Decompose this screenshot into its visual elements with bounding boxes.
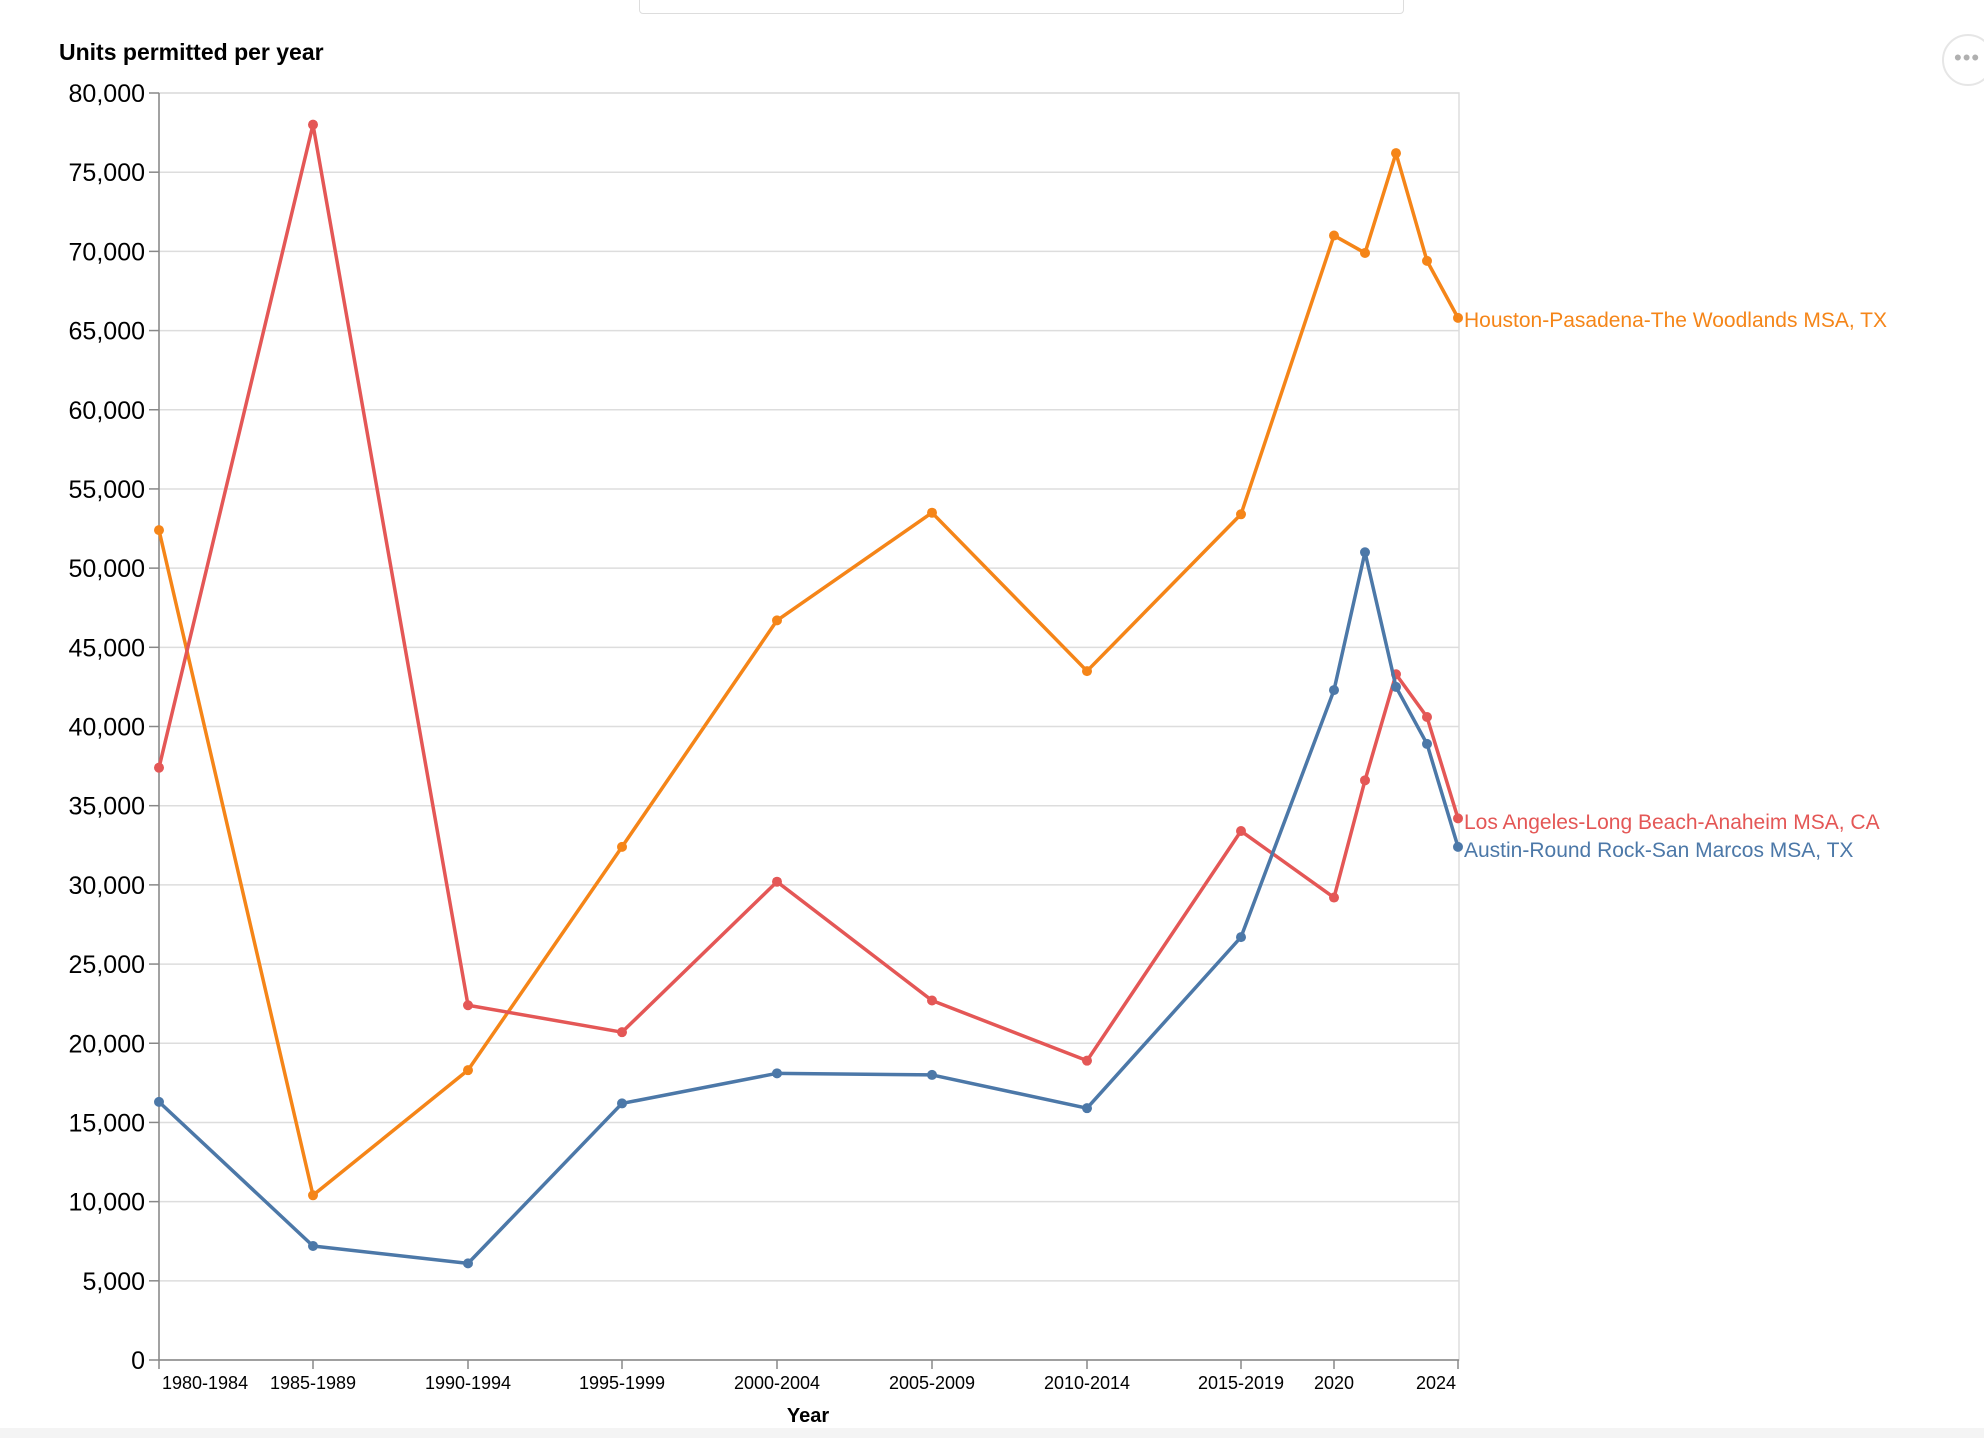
data-point	[1082, 1103, 1092, 1114]
y-tick-label: 65,000	[69, 318, 145, 346]
y-tick-label: 70,000	[69, 238, 145, 266]
data-point	[1236, 509, 1246, 520]
y-tick-label: 30,000	[69, 872, 145, 900]
data-point	[1422, 711, 1432, 722]
y-tick-label: 55,000	[69, 476, 145, 504]
x-tick-label: 2010-2014	[1044, 1373, 1130, 1393]
data-point	[1453, 312, 1463, 323]
data-point	[927, 995, 937, 1006]
data-point	[617, 1098, 627, 1109]
x-axis-title: Year	[787, 1405, 829, 1427]
y-tick-label: 40,000	[69, 714, 145, 742]
data-point	[1422, 255, 1432, 266]
x-tick-label: 1985-1989	[270, 1373, 356, 1393]
top-search-box[interactable]	[639, 0, 1404, 14]
y-axis: 0 5,000 10,000 15,000 20,000 25,000 30,000 35,0…	[69, 80, 160, 1375]
x-axis: 1980-1984 1985-1989 1990-1994 1995-1999 2000…	[158, 1359, 1459, 1393]
more-actions-button[interactable]: •••	[1942, 34, 1984, 86]
x-tick-label: 1990-1994	[425, 1373, 511, 1393]
data-point	[308, 1190, 318, 1201]
y-tick-label: 25,000	[69, 951, 145, 979]
data-point	[1391, 681, 1401, 692]
series-label: Los Angeles-Long Beach-Anaheim MSA, CA	[1464, 811, 1880, 834]
data-point	[1453, 813, 1463, 824]
data-point	[308, 119, 318, 130]
data-point	[772, 876, 782, 887]
data-point	[772, 615, 782, 626]
data-point	[1329, 230, 1339, 241]
x-tick-label: 2000-2004	[734, 1373, 820, 1393]
x-tick-label: 2020	[1314, 1373, 1354, 1393]
data-point	[1236, 932, 1246, 943]
series-lines	[154, 119, 1463, 1269]
data-point	[927, 1069, 937, 1080]
series-label: Houston-Pasadena-The Woodlands MSA, TX	[1464, 309, 1887, 332]
x-tick-label: 2024	[1416, 1373, 1456, 1393]
data-point	[617, 841, 627, 852]
data-point	[463, 1065, 473, 1076]
y-tick-label: 20,000	[69, 1030, 145, 1058]
data-point	[772, 1068, 782, 1079]
data-point	[1360, 247, 1370, 258]
data-point	[463, 1000, 473, 1011]
data-point	[1360, 775, 1370, 786]
y-tick-label: 75,000	[69, 159, 145, 187]
y-tick-label: 45,000	[69, 634, 145, 662]
data-point	[1391, 148, 1401, 159]
data-point	[463, 1258, 473, 1269]
y-tick-label: 10,000	[69, 1189, 145, 1217]
series-line	[157, 151, 1460, 1198]
y-axis-title: Units permitted per year	[59, 39, 324, 65]
data-point	[1236, 826, 1246, 837]
data-point	[154, 1096, 164, 1107]
data-point	[1360, 547, 1370, 558]
x-tick-label: 2015-2019	[1198, 1373, 1284, 1393]
y-tick-label: 60,000	[69, 397, 145, 425]
data-point	[1082, 666, 1092, 677]
series-end-labels: Houston-Pasadena-The Woodlands MSA, TX Lo…	[1464, 309, 1887, 862]
data-point	[927, 507, 937, 518]
bottom-scroll-strip	[0, 1428, 1984, 1438]
x-tick-label: 2005-2009	[889, 1373, 975, 1393]
data-point	[1453, 841, 1463, 852]
data-point	[1329, 685, 1339, 696]
y-tick-label: 15,000	[69, 1109, 145, 1137]
x-tick-label: 1980-1984	[162, 1373, 248, 1393]
x-tick-label: 1995-1999	[579, 1373, 665, 1393]
y-tick-label: 80,000	[69, 80, 145, 108]
y-tick-label: 0	[131, 1347, 145, 1375]
y-tick-label: 50,000	[69, 555, 145, 583]
data-point	[617, 1027, 627, 1038]
y-tick-label: 5,000	[82, 1268, 145, 1296]
data-point	[1329, 892, 1339, 903]
data-point	[154, 762, 164, 773]
data-point	[1082, 1055, 1092, 1066]
data-point	[154, 525, 164, 536]
data-point	[308, 1240, 318, 1251]
series-line	[157, 122, 1460, 1063]
series-label: Austin-Round Rock-San Marcos MSA, TX	[1464, 839, 1853, 862]
grid-lines	[159, 92, 1459, 1361]
y-tick-label: 35,000	[69, 793, 145, 821]
data-point	[1422, 738, 1432, 749]
